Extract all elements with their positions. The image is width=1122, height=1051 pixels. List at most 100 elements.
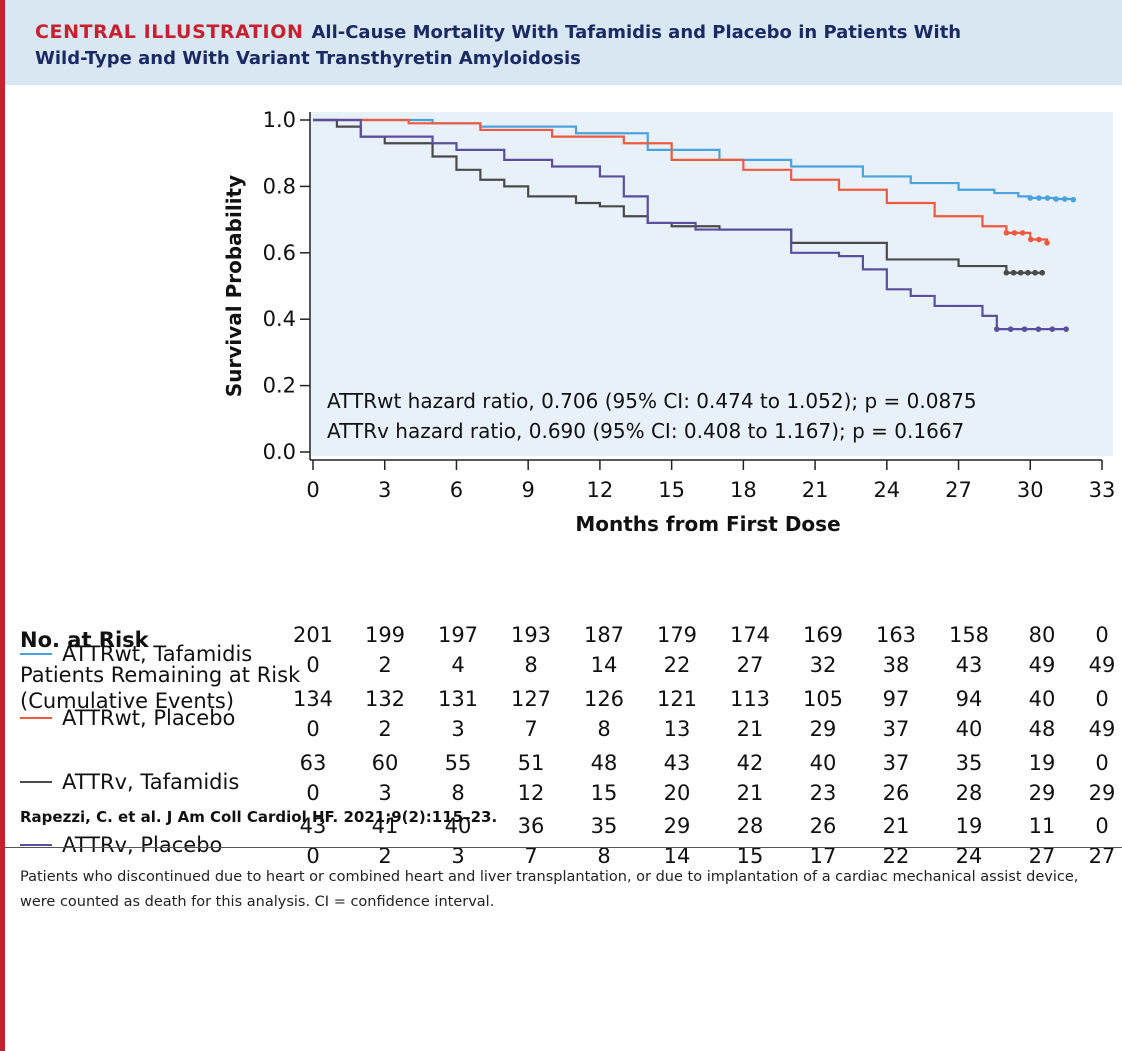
at-risk-count: 105 bbox=[802, 687, 844, 711]
at-risk-count: 193 bbox=[510, 623, 552, 647]
hazard-ratio-annotation-1: ATTRv hazard ratio, 0.690 (95% CI: 0.408… bbox=[327, 419, 964, 443]
cumulative-events-count: 26 bbox=[882, 781, 910, 805]
at-risk-count: 174 bbox=[729, 623, 771, 647]
at-risk-count: 19 bbox=[955, 814, 983, 838]
survival-curve-3 bbox=[313, 118, 1067, 331]
footnote: Patients who discontinued due to heart o… bbox=[20, 869, 1079, 910]
risk-table-heading: No. at Risk bbox=[20, 628, 149, 652]
x-tick-label: 3 bbox=[378, 478, 391, 502]
cumulative-events-count: 14 bbox=[590, 653, 618, 677]
censor-mark bbox=[1027, 195, 1034, 201]
survival-curve-1 bbox=[313, 118, 1049, 243]
at-risk-count: 179 bbox=[656, 623, 698, 647]
at-risk-count: 158 bbox=[948, 623, 990, 647]
cumulative-events-count: 0 bbox=[306, 717, 320, 741]
at-risk-count: 134 bbox=[292, 687, 334, 711]
cumulative-events-count: 23 bbox=[809, 781, 837, 805]
at-risk-count: 97 bbox=[882, 687, 910, 711]
central-illustration-kicker: CENTRAL ILLUSTRATION bbox=[35, 21, 304, 43]
at-risk-count: 113 bbox=[729, 687, 771, 711]
citation: Rapezzi, C. et al. J Am Coll Cardiol HF.… bbox=[20, 808, 498, 826]
cumulative-events-count: 40 bbox=[955, 717, 983, 741]
x-tick-label: 15 bbox=[658, 478, 685, 502]
censor-mark bbox=[1036, 236, 1042, 243]
censor-mark bbox=[1019, 230, 1026, 236]
censor-mark bbox=[1044, 240, 1050, 246]
at-risk-count: 121 bbox=[656, 687, 698, 711]
x-tick-label: 27 bbox=[945, 478, 972, 502]
cumulative-events-count: 3 bbox=[451, 717, 465, 741]
at-risk-count: 94 bbox=[955, 687, 983, 711]
at-risk-count: 36 bbox=[517, 814, 545, 838]
survival-chart: 0.0 0.2 0.4 0.6 0.8 1.0 0 3 6 9 12 15 18 21 24 27 30 33 Mo… bbox=[222, 108, 1115, 536]
at-risk-count: 37 bbox=[882, 751, 910, 775]
header-title-text-1: All-Cause Mortality With Tafamidis and P… bbox=[311, 22, 962, 43]
at-risk-count: 35 bbox=[955, 751, 983, 775]
legend-line-swatch bbox=[20, 717, 52, 719]
cumulative-events-count: 37 bbox=[882, 717, 910, 741]
at-risk-count: 21 bbox=[882, 814, 910, 838]
censor-mark bbox=[1032, 269, 1038, 276]
at-risk-count: 63 bbox=[299, 751, 327, 775]
censor-mark bbox=[1070, 196, 1077, 203]
cumulative-events-count: 21 bbox=[736, 781, 764, 805]
at-risk-count: 132 bbox=[364, 687, 406, 711]
risk-row-label: ATTRwt, Tafamidis bbox=[20, 642, 252, 666]
cumulative-events-count: 20 bbox=[663, 781, 691, 805]
cumulative-events-count: 15 bbox=[590, 781, 618, 805]
censor-mark bbox=[1061, 196, 1068, 202]
header-title-line-2: Wild-Type and With Variant Transthyretin… bbox=[35, 48, 581, 69]
at-risk-count: 80 bbox=[1028, 623, 1056, 647]
x-tick-label: 18 bbox=[730, 478, 757, 502]
cumulative-events-count: 8 bbox=[597, 717, 611, 741]
at-risk-count: 201 bbox=[292, 623, 334, 647]
y-axis-title: Survival Probability bbox=[222, 175, 246, 397]
cumulative-events-count: 0 bbox=[306, 653, 320, 677]
at-risk-count: 55 bbox=[444, 751, 472, 775]
at-risk-count: 131 bbox=[437, 687, 479, 711]
legend-line-swatch bbox=[20, 653, 52, 655]
cumulative-events-count: 0 bbox=[306, 781, 320, 805]
risk-table-subheading-1: Patients Remaining at Risk bbox=[20, 663, 301, 687]
cumulative-events-count: 27 bbox=[736, 653, 764, 677]
at-risk-count: 169 bbox=[802, 623, 844, 647]
at-risk-count: 0 bbox=[1095, 814, 1109, 838]
cumulative-events-count: 8 bbox=[451, 781, 465, 805]
censor-mark bbox=[1007, 326, 1014, 332]
censor-mark bbox=[1039, 269, 1046, 276]
at-risk-count: 163 bbox=[875, 623, 917, 647]
x-tick-label: 24 bbox=[873, 478, 900, 502]
x-tick-label: 21 bbox=[802, 478, 829, 502]
censor-mark bbox=[1021, 326, 1028, 332]
y-tick-label: 0.8 bbox=[263, 174, 296, 198]
y-tick-label: 1.0 bbox=[263, 108, 296, 132]
at-risk-count: 51 bbox=[517, 751, 545, 775]
censor-mark bbox=[1036, 195, 1042, 201]
x-tick-label: 6 bbox=[450, 478, 463, 502]
at-risk-count: 40 bbox=[809, 751, 837, 775]
x-tick-label: 30 bbox=[1017, 478, 1044, 502]
at-risk-count: 35 bbox=[590, 814, 618, 838]
censor-mark bbox=[1011, 230, 1018, 236]
cumulative-events-count: 12 bbox=[517, 781, 545, 805]
cumulative-events-count: 21 bbox=[736, 717, 764, 741]
at-risk-count: 197 bbox=[437, 623, 479, 647]
cumulative-events-count: 2 bbox=[378, 653, 392, 677]
censor-mark bbox=[1053, 196, 1059, 202]
censor-mark bbox=[1035, 326, 1042, 332]
y-tick-label: 0.2 bbox=[263, 374, 296, 398]
risk-row-label-text: ATTRv, Tafamidis bbox=[62, 770, 240, 794]
cumulative-events-count: 29 bbox=[1088, 781, 1116, 805]
at-risk-count: 199 bbox=[364, 623, 406, 647]
header-title-line-1: CENTRAL ILLUSTRATION All-Cause Mortality … bbox=[35, 19, 1122, 46]
plot-area bbox=[310, 112, 1113, 456]
cumulative-events-count: 2 bbox=[378, 717, 392, 741]
cumulative-events-count: 32 bbox=[809, 653, 837, 677]
censor-mark bbox=[1025, 269, 1031, 276]
censor-mark bbox=[1063, 326, 1069, 332]
survival-curve-2 bbox=[313, 118, 1043, 274]
at-risk-count: 48 bbox=[590, 751, 618, 775]
at-risk-count: 0 bbox=[1095, 623, 1109, 647]
cumulative-events-count: 3 bbox=[378, 781, 392, 805]
at-risk-count: 60 bbox=[371, 751, 399, 775]
